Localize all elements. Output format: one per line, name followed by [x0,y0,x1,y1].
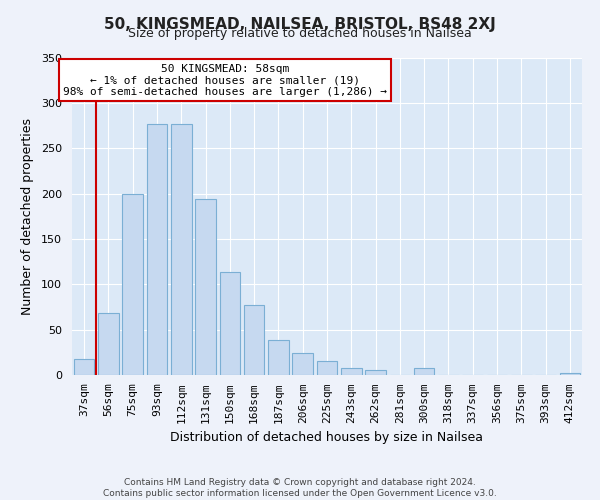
Bar [195,199,216,375]
X-axis label: Distribution of detached houses by size in Nailsea: Distribution of detached houses by size … [170,432,484,444]
Bar [560,373,580,375]
Text: Contains HM Land Registry data © Crown copyright and database right 2024.
Contai: Contains HM Land Registry data © Crown c… [103,478,497,498]
Bar [414,368,434,375]
Bar [244,305,265,375]
Bar [292,353,313,375]
Y-axis label: Number of detached properties: Number of detached properties [21,118,34,315]
Bar [171,124,191,375]
Bar [146,124,167,375]
Bar [98,314,119,375]
Text: 50 KINGSMEAD: 58sqm
← 1% of detached houses are smaller (19)
98% of semi-detache: 50 KINGSMEAD: 58sqm ← 1% of detached hou… [63,64,387,97]
Bar [74,358,94,375]
Text: Size of property relative to detached houses in Nailsea: Size of property relative to detached ho… [128,28,472,40]
Bar [317,362,337,375]
Bar [220,272,240,375]
Text: 50, KINGSMEAD, NAILSEA, BRISTOL, BS48 2XJ: 50, KINGSMEAD, NAILSEA, BRISTOL, BS48 2X… [104,18,496,32]
Bar [341,368,362,375]
Bar [122,194,143,375]
Bar [268,340,289,375]
Bar [365,370,386,375]
